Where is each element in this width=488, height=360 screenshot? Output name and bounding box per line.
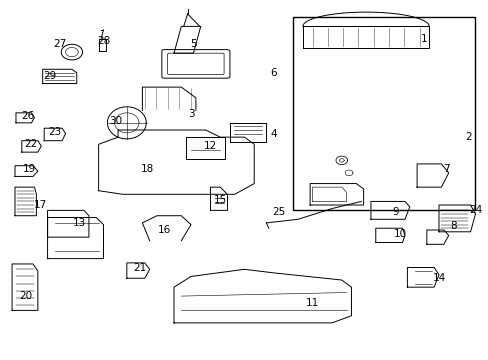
Text: 30: 30	[109, 116, 122, 126]
Text: 19: 19	[23, 164, 36, 174]
Text: 10: 10	[393, 229, 406, 239]
Text: 16: 16	[157, 225, 170, 235]
Text: 27: 27	[53, 39, 66, 49]
Text: 15: 15	[213, 195, 226, 204]
Text: 13: 13	[72, 218, 85, 228]
Text: 7: 7	[442, 164, 448, 174]
Text: 12: 12	[203, 141, 217, 151]
Text: 8: 8	[449, 221, 456, 231]
Text: 2: 2	[464, 132, 470, 142]
Bar	[292, 18, 474, 210]
Text: 3: 3	[187, 109, 194, 119]
Text: 21: 21	[133, 262, 146, 273]
Text: 23: 23	[48, 127, 61, 137]
Text: 28: 28	[97, 36, 110, 46]
Text: 11: 11	[305, 298, 319, 308]
Text: 26: 26	[21, 111, 35, 121]
Text: 5: 5	[190, 39, 196, 49]
Text: 20: 20	[19, 291, 32, 301]
Text: 14: 14	[431, 273, 445, 283]
Text: 9: 9	[391, 207, 398, 217]
Text: 1: 1	[420, 34, 427, 44]
Text: 6: 6	[270, 68, 276, 78]
Text: 17: 17	[34, 200, 47, 210]
Text: 18: 18	[141, 164, 154, 174]
Text: 22: 22	[24, 139, 37, 149]
Text: 25: 25	[271, 207, 285, 217]
Text: 29: 29	[43, 71, 57, 81]
Text: 24: 24	[468, 205, 481, 215]
Text: 4: 4	[270, 129, 276, 139]
